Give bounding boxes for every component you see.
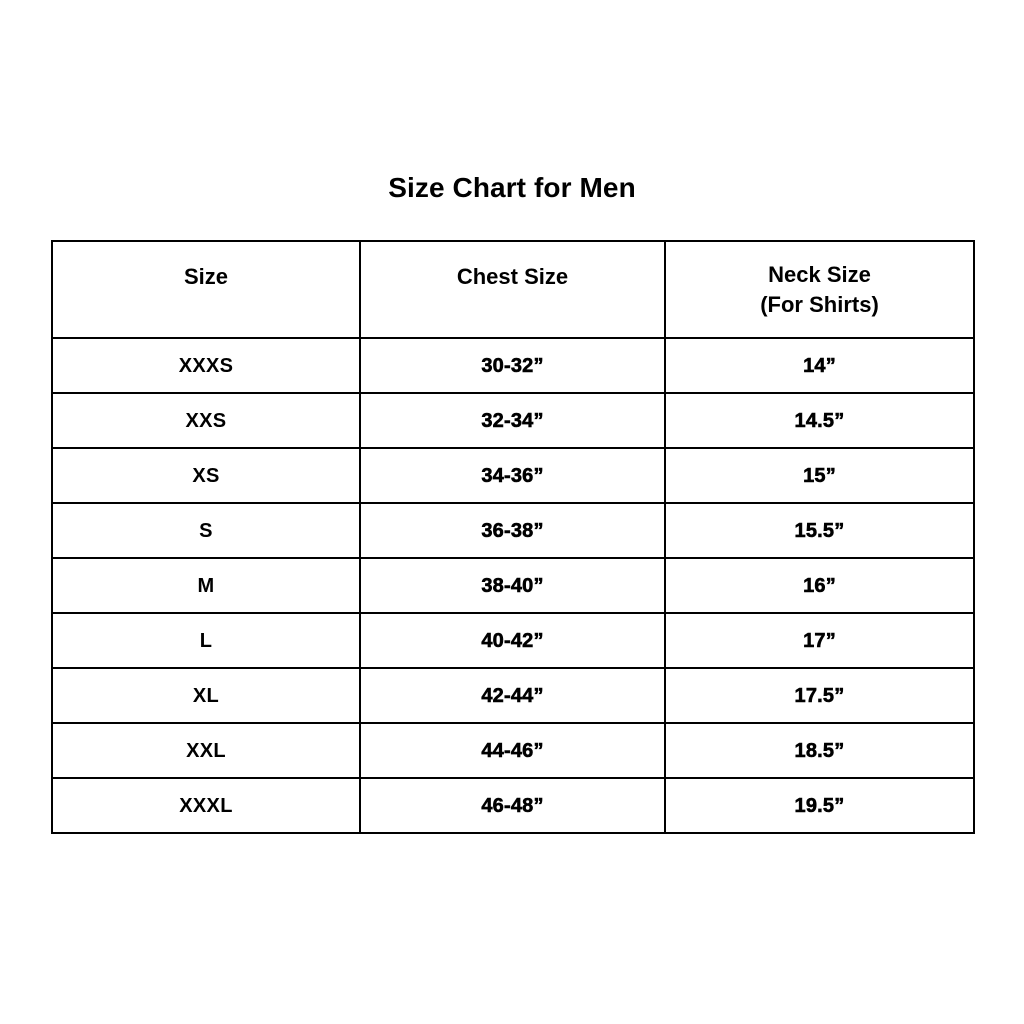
- cell-size: XXXL: [51, 777, 361, 834]
- cell-neck-size: 17.5”: [664, 667, 975, 724]
- cell-neck-size: 16”: [664, 557, 975, 614]
- cell-neck-size: 14”: [664, 337, 975, 394]
- column-header-size: Size: [51, 240, 361, 339]
- table-row: XXL 44-46” 18.5”: [51, 722, 975, 779]
- cell-chest-size: 40-42”: [359, 612, 666, 669]
- cell-size: M: [51, 557, 361, 614]
- cell-size: XS: [51, 447, 361, 504]
- table-header: Size Chest Size Neck Size (For Shirts): [51, 240, 975, 339]
- page-title: Size Chart for Men: [388, 172, 636, 203]
- size-chart-table: Size Chest Size Neck Size (For Shirts): [51, 240, 975, 834]
- table-row: XS 34-36” 15”: [51, 447, 975, 504]
- cell-size: XXL: [51, 722, 361, 779]
- header-row: Size Chest Size Neck Size (For Shirts): [51, 240, 975, 339]
- cell-neck-size: 18.5”: [664, 722, 975, 779]
- column-header-neck-size-label: Neck Size: [768, 262, 871, 288]
- cell-neck-size: 17”: [664, 612, 975, 669]
- cell-chest-size: 42-44”: [359, 667, 666, 724]
- column-header-neck-size-sublabel: (For Shirts): [760, 291, 879, 317]
- column-header-size-stack: Size: [53, 262, 359, 317]
- table-row: XXXL 46-48” 19.5”: [51, 777, 975, 834]
- column-header-chest-stack: Chest Size: [361, 262, 664, 317]
- cell-size: XXS: [51, 392, 361, 449]
- cell-size: XXXS: [51, 337, 361, 394]
- table-row: L 40-42” 17”: [51, 612, 975, 669]
- cell-size: L: [51, 612, 361, 669]
- column-header-chest-size-label: Chest Size: [456, 263, 569, 289]
- column-header-neck-size: Neck Size (For Shirts): [664, 240, 975, 339]
- cell-neck-size: 19.5”: [664, 777, 975, 834]
- cell-neck-size: 14.5”: [664, 392, 975, 449]
- cell-neck-size: 15”: [664, 447, 975, 504]
- cell-chest-size: 34-36”: [359, 447, 666, 504]
- table-body: XXXS 30-32” 14” XXS 32-34” 14.5” XS 34-3…: [51, 337, 975, 834]
- cell-chest-size: 32-34”: [359, 392, 666, 449]
- cell-chest-size: 46-48”: [359, 777, 666, 834]
- table-row: XXXS 30-32” 14”: [51, 337, 975, 394]
- cell-size: S: [51, 502, 361, 559]
- cell-size: XL: [51, 667, 361, 724]
- table-row: M 38-40” 16”: [51, 557, 975, 614]
- column-header-neck-stack: Neck Size (For Shirts): [666, 260, 973, 318]
- size-chart-table-container: Size Chest Size Neck Size (For Shirts): [51, 240, 975, 834]
- cell-neck-size: 15.5”: [664, 502, 975, 559]
- cell-chest-size: 38-40”: [359, 557, 666, 614]
- cell-chest-size: 44-46”: [359, 722, 666, 779]
- cell-chest-size: 30-32”: [359, 337, 666, 394]
- table-row: XL 42-44” 17.5”: [51, 667, 975, 724]
- cell-chest-size: 36-38”: [359, 502, 666, 559]
- column-header-size-label: Size: [183, 263, 229, 289]
- table-row: XXS 32-34” 14.5”: [51, 392, 975, 449]
- table-row: S 36-38” 15.5”: [51, 502, 975, 559]
- column-header-chest-size: Chest Size: [359, 240, 666, 339]
